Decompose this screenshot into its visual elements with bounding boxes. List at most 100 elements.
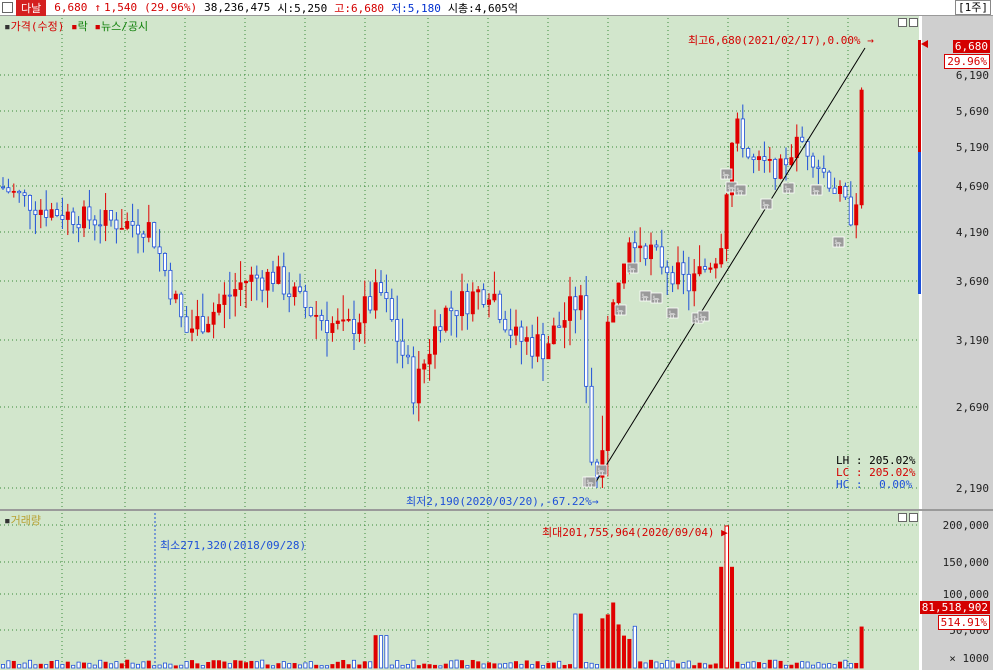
min-volume-annotation: 최소271,320(2018/09/28) <box>160 539 307 552</box>
volume-bar <box>184 661 189 669</box>
candle-body <box>141 233 146 238</box>
volume-unit-label: × 1000 <box>949 652 989 665</box>
candle-body <box>400 340 405 356</box>
candle-body <box>395 319 400 342</box>
volume-bar <box>411 659 416 669</box>
volume-bar <box>454 659 459 669</box>
volume-pane[interactable] <box>0 511 919 670</box>
volume-bar <box>735 661 740 669</box>
max-volume-bar <box>724 525 729 669</box>
low-price: 저:5,180 <box>391 1 441 15</box>
candle-body <box>503 318 508 331</box>
candle-body <box>189 328 194 333</box>
candle-body <box>676 262 681 285</box>
news-marker-icon <box>584 476 597 488</box>
candle-body <box>514 326 519 336</box>
volume-bar <box>767 659 772 669</box>
news-marker-label: 뉴 <box>762 201 769 210</box>
candle-body <box>848 196 853 226</box>
unit-button[interactable]: [1주] <box>955 0 991 15</box>
news-marker-label: 뉴 <box>812 187 819 196</box>
volume-legend: ▪거래량 <box>4 514 41 527</box>
news-marker-label: 뉴 <box>699 313 706 322</box>
up-arrow-icon: ↑ <box>94 1 101 14</box>
candle-body <box>211 311 216 325</box>
volume-bar <box>324 665 329 669</box>
candle-body <box>87 206 92 221</box>
volume-bar <box>665 659 670 669</box>
news-marker-icon <box>626 262 639 274</box>
volume-bar <box>11 660 16 669</box>
candle-body <box>735 118 740 144</box>
volume-bar <box>71 664 76 669</box>
candle-body <box>200 316 205 333</box>
volume-minimize-button[interactable] <box>898 513 907 522</box>
candle-body <box>233 289 238 297</box>
candle-body <box>838 185 843 194</box>
volume-bar <box>611 602 616 669</box>
candle-body <box>821 168 826 173</box>
volume-bar <box>141 661 146 669</box>
volume-bar <box>222 661 227 669</box>
candle-body <box>216 304 221 313</box>
news-marker-label: 뉴 <box>834 239 841 248</box>
select-checkbox[interactable] <box>2 2 13 13</box>
volume-bar <box>308 661 313 669</box>
volume-bar <box>362 661 367 669</box>
pane-minimize-button[interactable] <box>898 18 907 27</box>
volume-bar <box>206 661 211 669</box>
volume-bar <box>789 664 794 669</box>
volume-bar <box>832 664 837 669</box>
candle-body <box>44 209 49 218</box>
volume-bar <box>449 660 454 669</box>
price-tick: 6,190 <box>955 69 989 82</box>
volume-bar <box>103 661 108 669</box>
volume-bar <box>848 663 853 669</box>
volume-bar <box>438 665 443 669</box>
price-range-down <box>918 152 921 294</box>
candle-body <box>638 245 643 249</box>
pane-close-button[interactable] <box>909 18 918 27</box>
volume-bar <box>6 660 11 669</box>
news-marker-label: 뉴 <box>693 315 700 324</box>
high-price: 고:6,680 <box>334 1 385 15</box>
volume-bar <box>319 665 324 669</box>
candle-body <box>778 158 783 179</box>
news-marker-label: 뉴 <box>668 310 675 319</box>
candle-body <box>303 290 308 308</box>
candle-body <box>627 242 632 265</box>
price-tick: 4,690 <box>955 180 989 193</box>
candle-body <box>465 291 470 315</box>
volume-bar <box>535 661 540 669</box>
candle-body <box>292 286 297 298</box>
volume-bar <box>109 663 114 669</box>
volume-bar <box>357 664 362 669</box>
news-marker-label: 뉴 <box>641 293 648 302</box>
candle-body <box>98 224 103 227</box>
volume-bar <box>157 664 162 669</box>
volume-close-button[interactable] <box>909 513 918 522</box>
stock-name-tag[interactable]: 다날 <box>16 0 47 16</box>
candle-body <box>854 204 859 226</box>
market-cap: 시총:4,605억 <box>447 1 519 15</box>
volume-bar <box>713 663 718 669</box>
candle-body <box>82 206 87 229</box>
news-marker-icon <box>734 184 747 196</box>
news-marker-icon <box>614 304 627 316</box>
volume-bar <box>692 665 697 669</box>
volume-bar <box>800 661 805 669</box>
volume-bar <box>27 659 32 669</box>
volume-bar <box>0 664 6 669</box>
candle-body <box>708 267 713 270</box>
volume-bar <box>422 663 427 669</box>
pane-divider[interactable] <box>0 509 993 511</box>
price-pane[interactable] <box>0 16 919 509</box>
candle-body <box>324 320 329 333</box>
volume-bar <box>22 662 27 669</box>
news-marker-icon <box>782 182 795 194</box>
candle-body <box>686 273 691 292</box>
candle-body <box>427 353 432 365</box>
volume-bar <box>200 665 205 669</box>
candle-body <box>649 244 654 260</box>
